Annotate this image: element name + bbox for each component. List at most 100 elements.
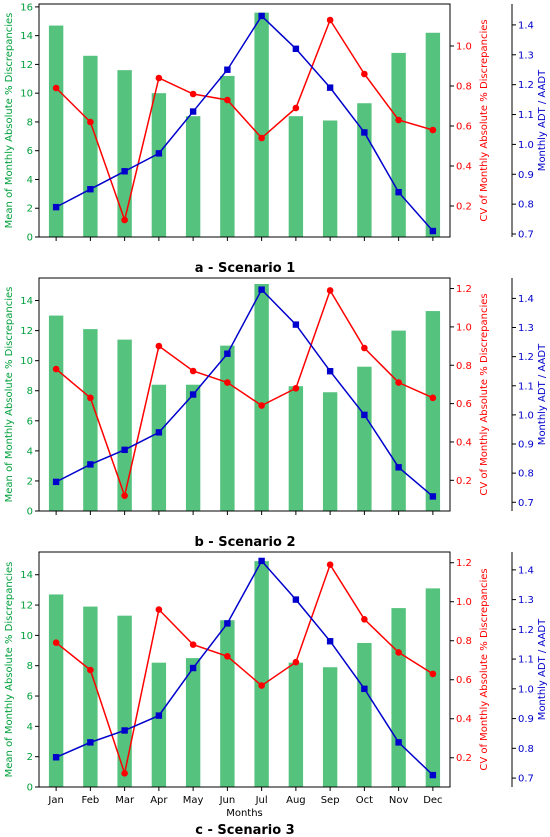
- left-axis-tick-label: 12: [20, 601, 33, 612]
- cv-point-jan: [52, 639, 60, 646]
- ratio-point-nov: [395, 739, 402, 746]
- cv-point-sep: [326, 287, 334, 294]
- cv-point-mar: [121, 492, 128, 499]
- cv-axis-label: CV of Monthly Absolute % Discrepancies: [479, 568, 490, 770]
- bar-apr: [151, 662, 167, 787]
- cv-point-jun: [224, 653, 231, 660]
- x-axis-tick-label: Feb: [82, 795, 100, 806]
- x-axis-tick-label: May: [183, 795, 204, 806]
- cv-axis-label: CV of Monthly Absolute % Discrepancies: [479, 19, 490, 221]
- cv-point-oct: [361, 70, 368, 78]
- cv-point-sep: [326, 561, 334, 568]
- ratio-axis-tick-label: 1.1: [518, 381, 534, 392]
- cv-point-dec: [429, 670, 437, 678]
- cv-point-dec: [429, 394, 437, 402]
- bar-mar: [117, 70, 132, 237]
- ratio-point-jun: [224, 66, 231, 73]
- ratio-point-feb: [87, 461, 94, 468]
- ratio-point-mar: [121, 446, 128, 454]
- bar-jan: [48, 594, 64, 787]
- ratio-point-jan: [52, 478, 60, 486]
- ratio-axis-tick-label: 1.2: [518, 80, 534, 91]
- cv-axis-tick-label: 0.8: [456, 636, 472, 647]
- cv-series-line: [55, 18, 434, 223]
- chart-panel-2: 0 2 4 6 8 10 12 14 Mean of Monthly Absolute % Di…: [4, 277, 548, 550]
- plot-frame: [38, 551, 451, 788]
- ratio-point-jun: [224, 350, 231, 357]
- bar-dec: [425, 588, 441, 787]
- bar-oct: [357, 642, 372, 787]
- plot-frame: [38, 277, 451, 512]
- left-axis-tick-label: 0: [27, 507, 33, 518]
- cv-axis-label: CV of Monthly Absolute % Discrepancies: [479, 293, 490, 495]
- left-axis-tick-label: 8: [27, 661, 33, 672]
- left-axis-tick-label: 8: [27, 117, 33, 128]
- left-axis-tick-label: 0: [27, 783, 33, 794]
- x-axis-tick-label: Jan: [47, 795, 63, 806]
- ratio-point-apr: [155, 712, 163, 719]
- cv-point-may: [189, 641, 197, 648]
- bar-sep: [322, 120, 338, 237]
- bar-mar: [117, 615, 132, 787]
- ratio-point-mar: [121, 168, 128, 175]
- x-axis-tick-label: Aug: [286, 795, 306, 806]
- x-axis-label: Months: [226, 808, 263, 819]
- bar-jul: [254, 561, 269, 787]
- left-axis-tick-label: 8: [27, 386, 33, 397]
- cv-point-jul: [258, 682, 265, 689]
- bar-jul: [254, 12, 269, 238]
- bar-may: [185, 658, 201, 787]
- ratio-point-may: [189, 108, 197, 115]
- ratio-axis-tick-label: 1.3: [518, 323, 534, 334]
- ratio-point-oct: [361, 411, 368, 419]
- ratio-axis-tick-label: 0.8: [518, 200, 534, 211]
- left-axis-tick-label: 2: [27, 476, 33, 487]
- cv-point-mar: [121, 216, 128, 224]
- bar-sep: [322, 392, 338, 511]
- chart-panel-3: 0 2 4 6 8 10 12 14 Mean of Monthly Absolute % Di…: [4, 551, 548, 837]
- panel-title: a - Scenario 1: [195, 261, 296, 276]
- bar-jul: [254, 284, 269, 511]
- bar-sep: [322, 667, 338, 787]
- left-axis-tick-label: 2: [27, 204, 33, 215]
- cv-point-apr: [155, 342, 163, 350]
- ratio-axis-tick-label: 1.0: [518, 140, 534, 151]
- cv-point-feb: [87, 118, 94, 126]
- cv-axis-tick-label: 0.2: [456, 753, 472, 764]
- cv-point-nov: [395, 649, 402, 656]
- cv-point-nov: [395, 116, 402, 124]
- x-axis-tick-label: Oct: [356, 795, 373, 806]
- cv-point-oct: [361, 615, 368, 623]
- ratio-point-apr: [155, 150, 163, 157]
- cv-axis-tick-label: 0.8: [456, 361, 472, 372]
- x-axis-tick-label: Jul: [255, 795, 268, 806]
- bar-feb: [83, 55, 98, 238]
- ratio-point-sep: [326, 368, 334, 375]
- x-axis-tick-label: Apr: [150, 795, 168, 806]
- cv-axis-tick-label: 0.4: [456, 162, 472, 173]
- cv-axis-tick-label: 1.2: [456, 558, 472, 569]
- left-axis-label: Mean of Monthly Absolute % Discrepancies: [4, 287, 15, 503]
- ratio-point-jan: [52, 754, 60, 761]
- cv-point-jun: [224, 96, 231, 104]
- cv-axis-tick-label: 0.2: [456, 476, 472, 487]
- ratio-point-apr: [155, 429, 163, 436]
- bar-nov: [391, 330, 406, 511]
- cv-point-feb: [87, 666, 94, 674]
- left-axis-tick-label: 10: [20, 89, 33, 100]
- cv-point-apr: [155, 74, 163, 82]
- ratio-point-aug: [292, 45, 300, 53]
- bar-feb: [83, 606, 98, 787]
- ratio-point-may: [189, 664, 197, 672]
- ratio-axis-tick-label: 1.1: [518, 110, 534, 121]
- bar-jun: [220, 620, 235, 787]
- left-axis-tick-label: 14: [20, 296, 33, 307]
- left-axis-tick-label: 4: [27, 446, 33, 457]
- ratio-point-jul: [258, 557, 265, 565]
- ratio-axis-tick-label: 0.8: [518, 744, 534, 755]
- cv-point-jul: [258, 134, 265, 142]
- panel-title: c - Scenario 3: [195, 823, 294, 837]
- x-axis-tick-label: Jun: [219, 795, 236, 806]
- ratio-axis-tick-label: 0.7: [518, 774, 534, 785]
- ratio-point-mar: [121, 727, 128, 734]
